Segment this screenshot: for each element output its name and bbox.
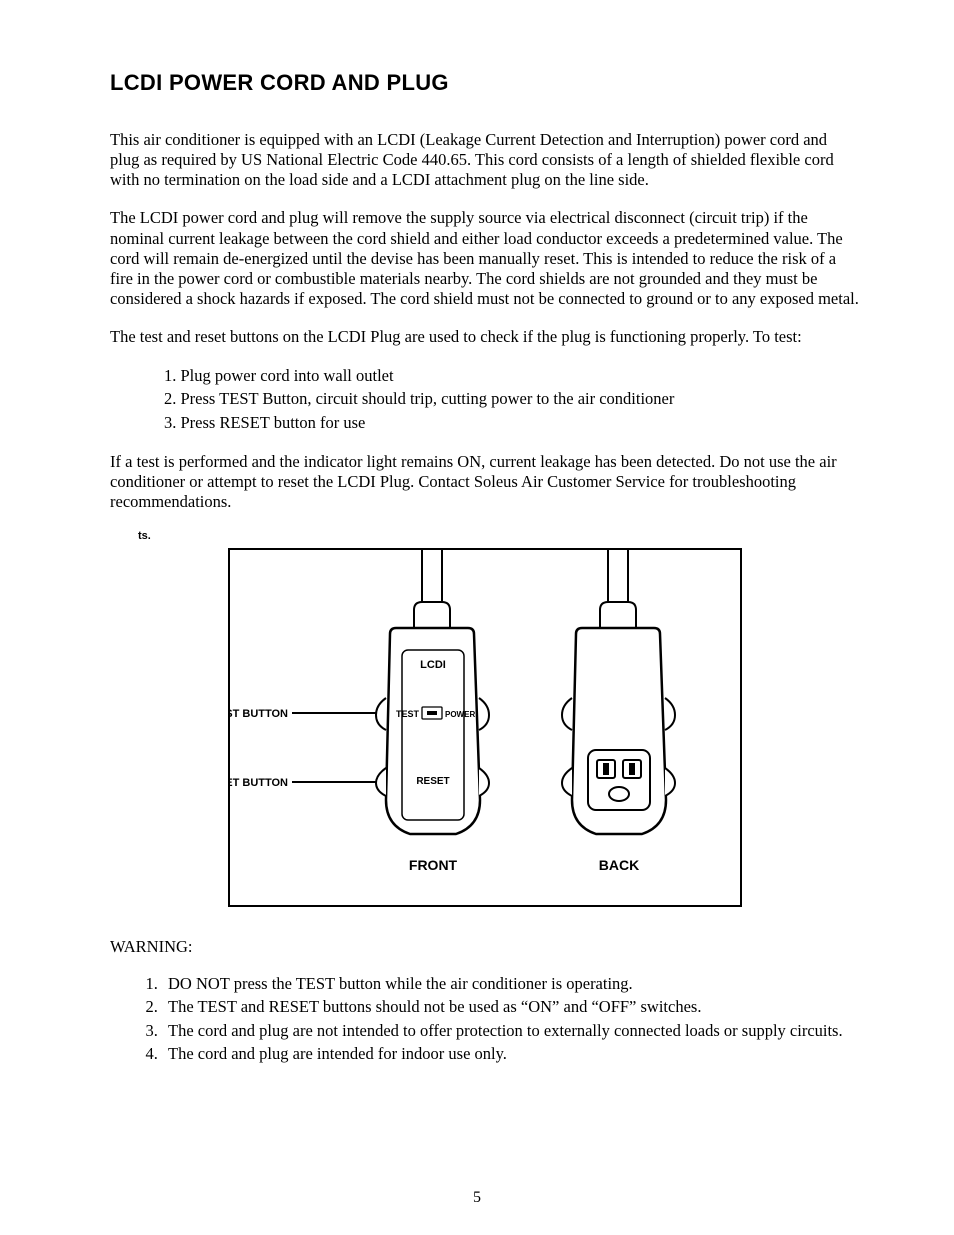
- test-step: 3. Press RESET button for use: [164, 412, 859, 434]
- warning-list: DO NOT press the TEST button while the a…: [134, 973, 859, 1063]
- back-caption: BACK: [598, 857, 638, 873]
- front-caption: FRONT: [408, 857, 457, 873]
- warning-item: The cord and plug are not intended to of…: [162, 1020, 859, 1041]
- warning-item: The cord and plug are intended for indoo…: [162, 1043, 859, 1064]
- scan-artifact-text: ts.: [138, 530, 859, 542]
- reset-button-callout: RESET BUTTON: [230, 777, 288, 789]
- diagram-container: LCDI TEST POWER RESET FRONT TEST BUTTON …: [110, 548, 859, 907]
- lcdi-plug-diagram: LCDI TEST POWER RESET FRONT TEST BUTTON …: [228, 548, 742, 907]
- warning-item: The TEST and RESET buttons should not be…: [162, 996, 859, 1017]
- power-label: POWER: [445, 710, 475, 719]
- paragraph-leakage: If a test is performed and the indicator…: [110, 452, 859, 512]
- lcdi-diagram-svg: LCDI TEST POWER RESET FRONT TEST BUTTON …: [230, 550, 740, 905]
- warning-item: DO NOT press the TEST button while the a…: [162, 973, 859, 994]
- paragraph-test-intro: The test and reset buttons on the LCDI P…: [110, 327, 859, 347]
- lcdi-label: LCDI: [420, 659, 446, 671]
- back-plug-group: BACK: [562, 550, 675, 873]
- test-step: 2. Press TEST Button, circuit should tri…: [164, 388, 859, 410]
- test-button-callout: TEST BUTTON: [230, 708, 288, 720]
- test-steps-list: 1. Plug power cord into wall outlet 2. P…: [164, 365, 859, 434]
- warning-heading: WARNING:: [110, 937, 859, 957]
- reset-label: RESET: [416, 776, 449, 787]
- paragraph-intro: This air conditioner is equipped with an…: [110, 130, 859, 190]
- test-step: 1. Plug power cord into wall outlet: [164, 365, 859, 387]
- document-page: LCDI POWER CORD AND PLUG This air condit…: [0, 0, 954, 1235]
- paragraph-function: The LCDI power cord and plug will remove…: [110, 208, 859, 309]
- front-plug-group: LCDI TEST POWER RESET FRONT: [376, 550, 489, 873]
- page-number: 5: [0, 1189, 954, 1207]
- test-label: TEST: [395, 709, 419, 719]
- page-title: LCDI POWER CORD AND PLUG: [110, 70, 859, 96]
